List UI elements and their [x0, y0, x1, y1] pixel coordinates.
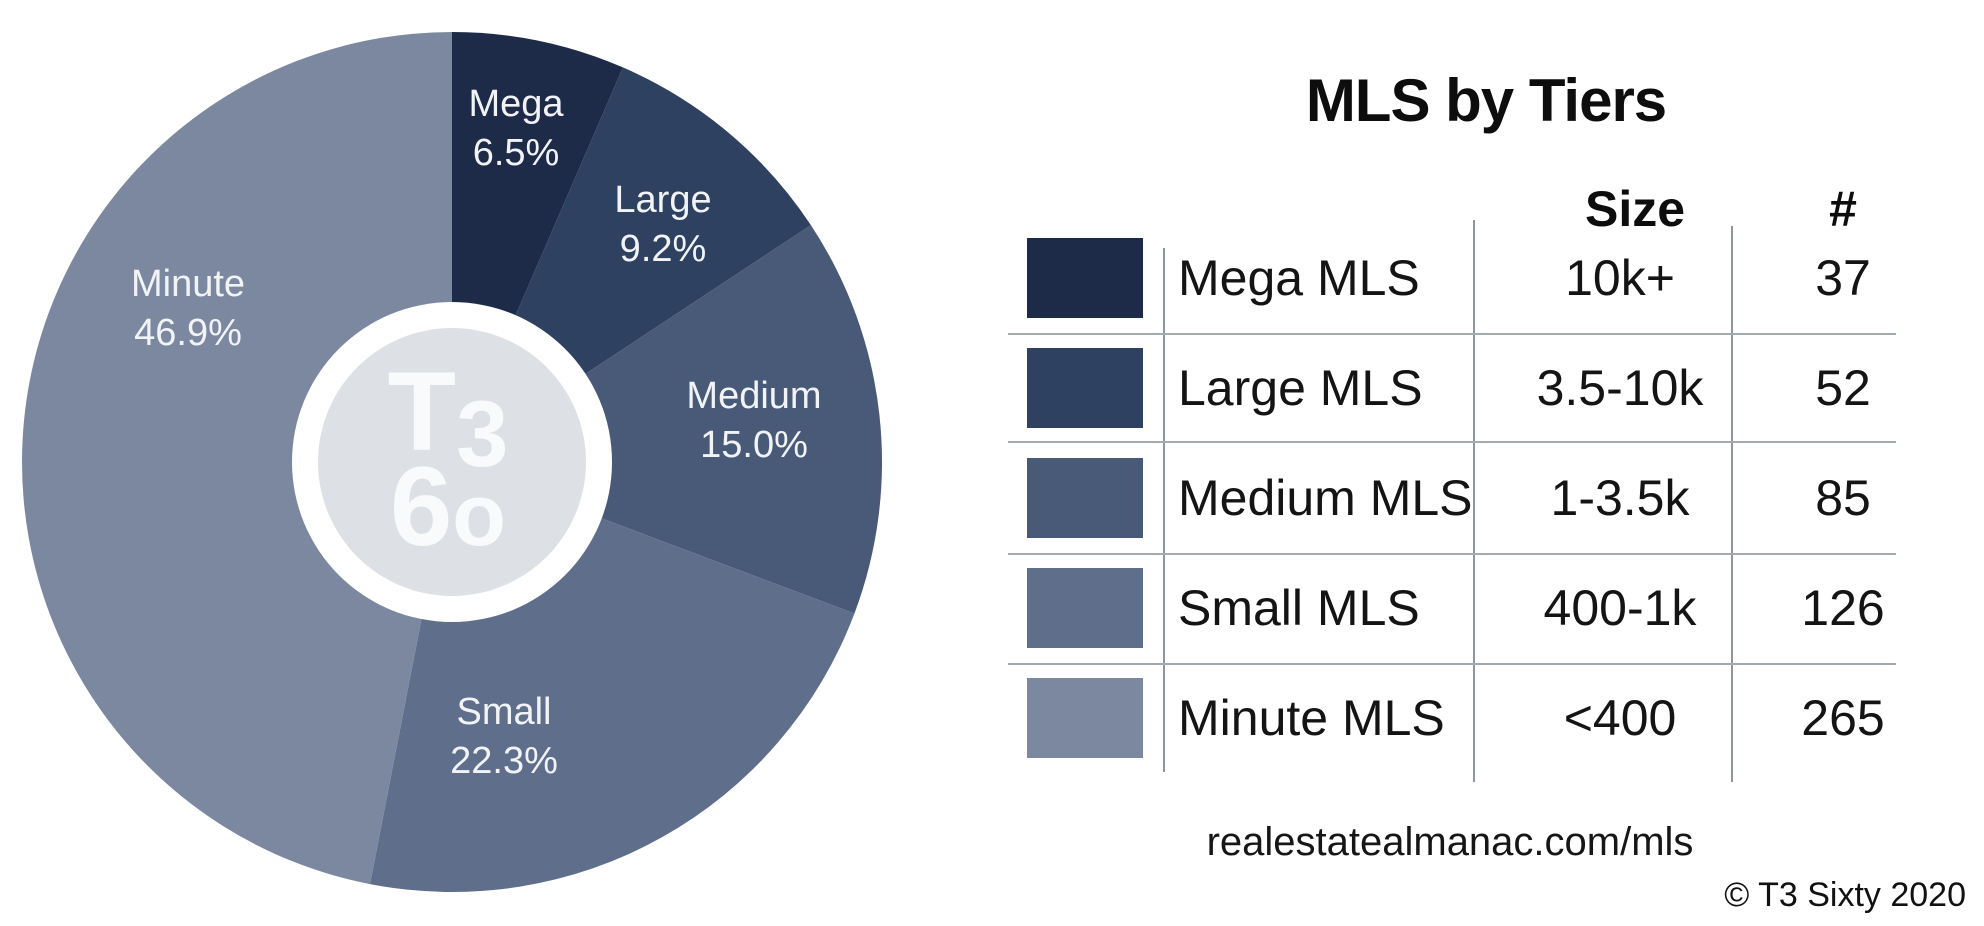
tier-name: Small MLS: [1178, 580, 1420, 636]
table-row-divider: [1008, 333, 1896, 335]
tier-count: 52: [1815, 360, 1871, 416]
tier-size: <400: [1563, 690, 1677, 746]
pie-slice-minute: [21, 31, 452, 885]
donut-chart: T3 6o Mega 6.5% Large 9.2% Medium 15.0% Small 22…: [0, 0, 910, 926]
slice-percent: 46.9%: [134, 312, 242, 354]
column-header-size: Size: [1584, 181, 1686, 237]
table-vertical-divider: [1473, 220, 1475, 782]
tier-name: Mega MLS: [1178, 250, 1420, 306]
slice-percent: 6.5%: [472, 132, 560, 174]
tier-size: 400-1k: [1543, 580, 1697, 636]
tier-size: 10k+: [1565, 250, 1675, 306]
slice-name: Small: [456, 691, 552, 733]
legend-swatch-large: [1027, 348, 1143, 428]
tier-count: 85: [1815, 470, 1871, 526]
slice-percent: 9.2%: [619, 228, 707, 270]
logo-line-2: 6o: [390, 444, 506, 569]
pie-slice-label-minute: Minute 46.9%: [131, 260, 245, 358]
tier-name: Large MLS: [1178, 360, 1423, 416]
pie-slice-label-large: Large 9.2%: [614, 176, 711, 274]
table-row-divider: [1008, 663, 1896, 665]
pie-slice-label-medium: Medium 15.0%: [686, 372, 821, 470]
tier-name: Minute MLS: [1178, 690, 1445, 746]
table-vertical-divider: [1731, 226, 1733, 782]
column-header-count: #: [1829, 181, 1857, 237]
pie-slice-label-mega: Mega 6.5%: [468, 80, 563, 178]
tier-count: 265: [1801, 690, 1885, 746]
pie-slice-medium: [452, 225, 882, 614]
tier-size: 1-3.5k: [1550, 470, 1690, 526]
table-row-divider: [1008, 553, 1896, 555]
page-title: MLS by Tiers: [1305, 67, 1667, 134]
pie-slice-label-small: Small 22.3%: [450, 688, 558, 786]
table-row: Medium MLS 1-3.5k 85: [0, 458, 1984, 538]
source-link[interactable]: realestatealmanac.com/mls: [1206, 820, 1694, 864]
slice-name: Minute: [130, 263, 246, 305]
legend-swatch-medium: [1027, 458, 1143, 538]
slice-percent: 15.0%: [700, 424, 808, 466]
legend-swatch-mega: [1027, 238, 1143, 318]
slice-name: Large: [614, 179, 712, 221]
tier-count: 126: [1801, 580, 1885, 636]
copyright-text: © T3 Sixty 2020: [1724, 876, 1966, 914]
legend-swatch-minute: [1027, 678, 1143, 758]
table-row: Minute MLS <400 265: [0, 678, 1984, 758]
logo-disc: [318, 328, 586, 596]
table-vertical-divider: [1163, 248, 1165, 772]
slice-name: Mega: [468, 83, 564, 125]
tier-name: Medium MLS: [1178, 470, 1473, 526]
legend-swatch-small: [1027, 568, 1143, 648]
tier-count: 37: [1815, 250, 1871, 306]
table-row-divider: [1008, 441, 1896, 443]
slice-name: Medium: [686, 375, 822, 417]
table-row: Mega MLS 10k+ 37: [0, 238, 1984, 318]
table-row: Large MLS 3.5-10k 52: [0, 348, 1984, 428]
table-row: Small MLS 400-1k 126: [0, 568, 1984, 648]
tier-size: 3.5-10k: [1536, 360, 1704, 416]
slice-percent: 22.3%: [450, 740, 558, 782]
